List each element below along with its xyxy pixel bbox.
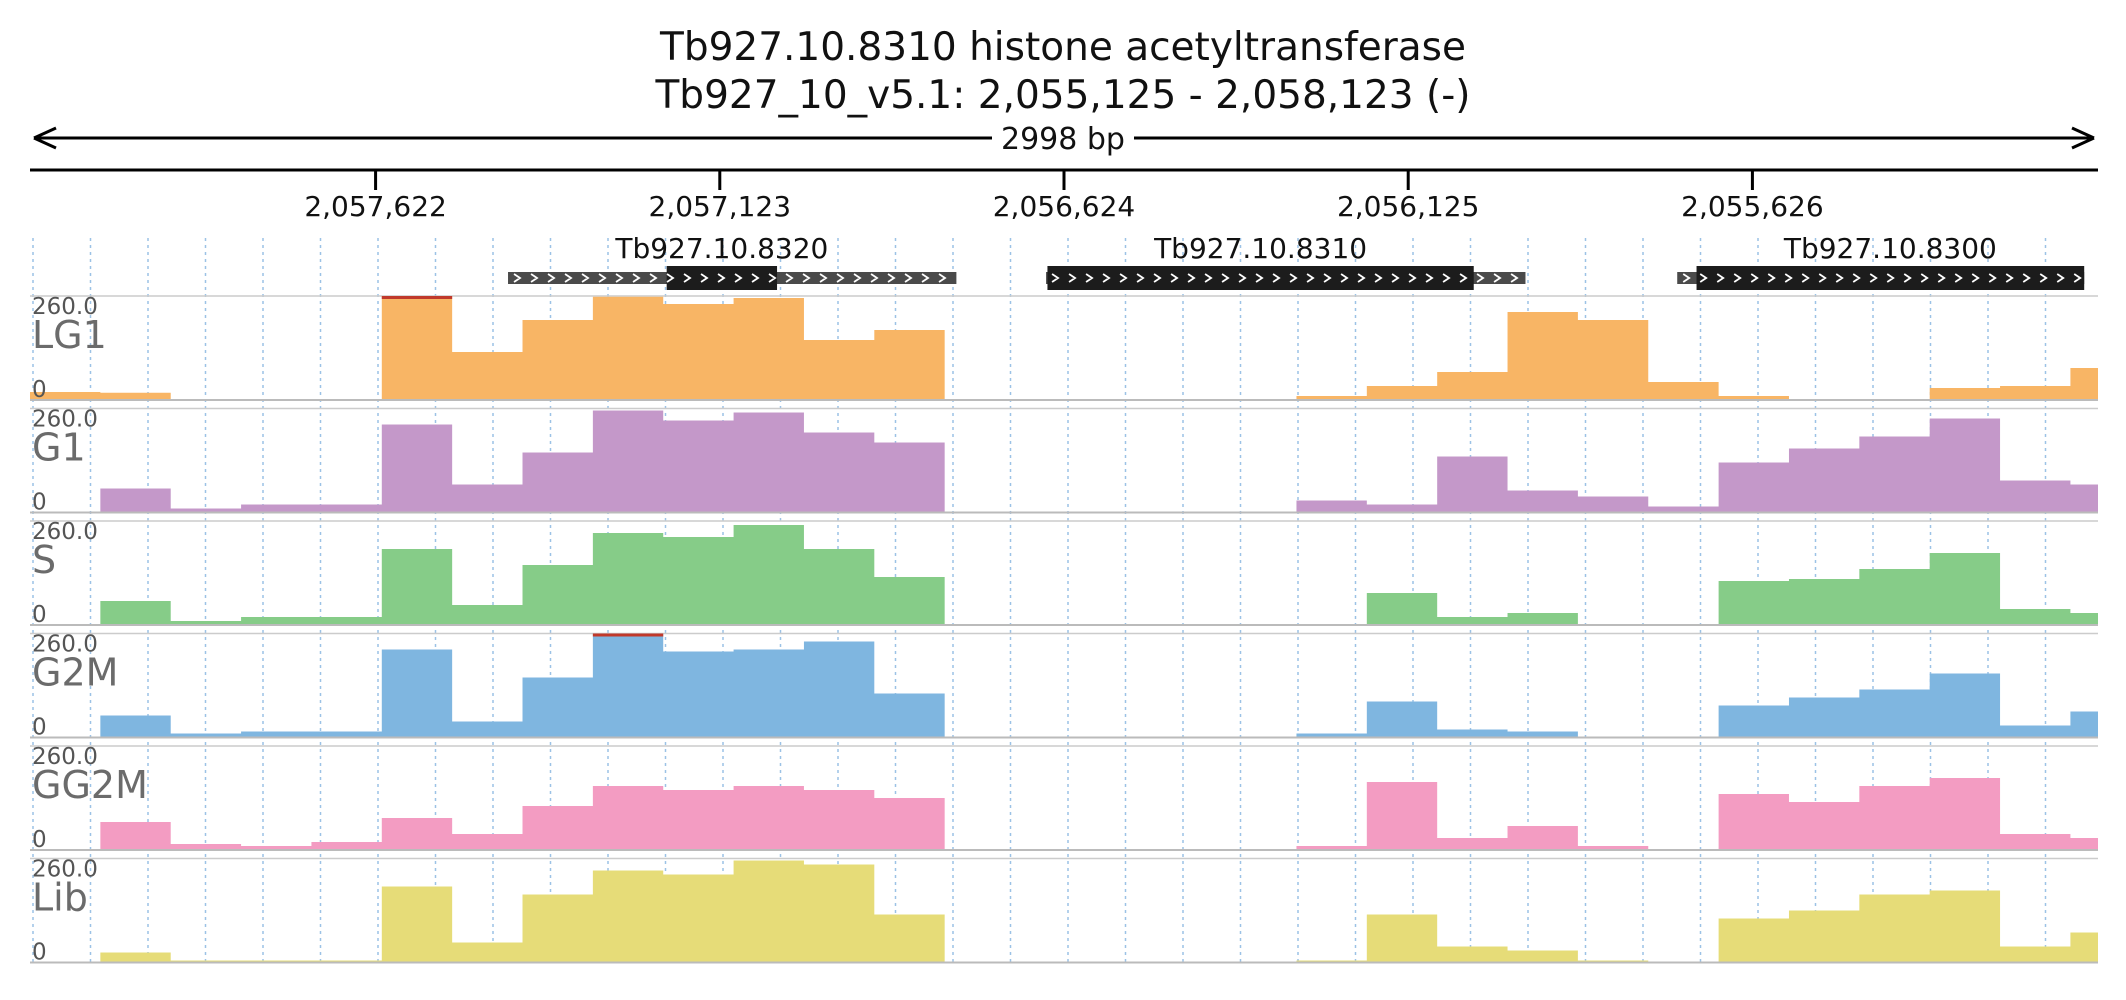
tick-label: 2,055,626 <box>1681 190 1824 223</box>
y-max-label: 260.0 <box>32 519 98 545</box>
clipped-marker <box>381 296 453 299</box>
gene-label: Tb927.10.8320 <box>614 232 828 265</box>
track-S: 260.0 0 S <box>30 519 2098 628</box>
strand-chevron-icon <box>1051 273 1519 283</box>
y-min-label: 0 <box>32 377 47 403</box>
track-name-label: S <box>32 538 56 582</box>
clipped-marker <box>592 633 664 637</box>
y-max-label: 260.0 <box>32 857 98 883</box>
figure-title-line1: Tb927.10.8310 histone acetyltransferase <box>659 25 1466 70</box>
tick-label: 2,057,622 <box>304 190 447 223</box>
strand-chevron-icon <box>513 273 947 283</box>
y-max-label: 260.0 <box>32 744 98 770</box>
y-max-label: 260.0 <box>32 407 98 433</box>
track-name-label: LG1 <box>32 313 107 357</box>
tick-label: 2,056,125 <box>1337 190 1480 223</box>
span-arrow-right-icon <box>2071 126 2095 150</box>
gene-label: Tb927.10.8300 <box>1783 232 1997 265</box>
track-name-label: GG2M <box>32 763 148 807</box>
y-min-label: 0 <box>32 602 47 628</box>
track-name-label: G1 <box>32 426 86 470</box>
track-LG1: 260.0 0 LG1 <box>30 294 2098 403</box>
track-name-label: Lib <box>32 876 88 920</box>
y-min-label: 0 <box>32 940 47 966</box>
gene-cds-bar <box>666 266 778 290</box>
track-name-label: G2M <box>32 651 118 695</box>
coverage-area <box>30 633 2098 738</box>
coverage-area <box>30 410 2098 513</box>
gene-label: Tb927.10.8310 <box>1153 232 1367 265</box>
gene-track: Tb927.10.8320 Tb927.10.8310 Tb927.10.8300 <box>508 232 2085 290</box>
track-Lib: 260.0 0 Lib <box>30 857 2098 966</box>
y-max-label: 260.0 <box>32 294 98 320</box>
gene-model: Tb927.10.8300 <box>1677 232 2085 290</box>
y-max-label: 260.0 <box>32 632 98 658</box>
track-G2M: 260.0 0 G2M <box>30 632 2098 741</box>
y-min-label: 0 <box>32 715 47 741</box>
span-arrow-left-icon <box>33 126 57 150</box>
tick-label: 2,057,123 <box>649 190 792 223</box>
span-ruler: 2998 bp <box>33 122 2095 157</box>
tick-label: 2,056,624 <box>993 190 1136 223</box>
span-label: 2998 bp <box>1001 122 1125 157</box>
coverage-area <box>30 525 2098 625</box>
y-min-label: 0 <box>32 490 47 516</box>
coverage-area <box>30 778 2098 850</box>
coverage-tracks: 260.00LG1260.00G1260.00S260.00G2M260.00G… <box>30 294 2098 966</box>
coverage-area <box>30 296 2098 400</box>
coverage-area <box>30 860 2098 963</box>
figure-title-line2: Tb927_10_v5.1: 2,055,125 - 2,058,123 (-) <box>654 73 1470 118</box>
strand-chevron-icon <box>1682 273 2082 283</box>
track-G1: 260.0 0 G1 <box>30 407 2098 516</box>
y-min-label: 0 <box>32 827 47 853</box>
gene-model: Tb927.10.8320 <box>508 232 957 290</box>
gene-model: Tb927.10.8310 <box>1046 232 1526 290</box>
track-GG2M: 260.0 0 GG2M <box>30 744 2098 853</box>
coordinate-ticks: 2,057,622 2,057,123 2,056,624 2,056,125 2,05… <box>304 170 1824 223</box>
gene-cds-bar <box>1696 266 2085 290</box>
